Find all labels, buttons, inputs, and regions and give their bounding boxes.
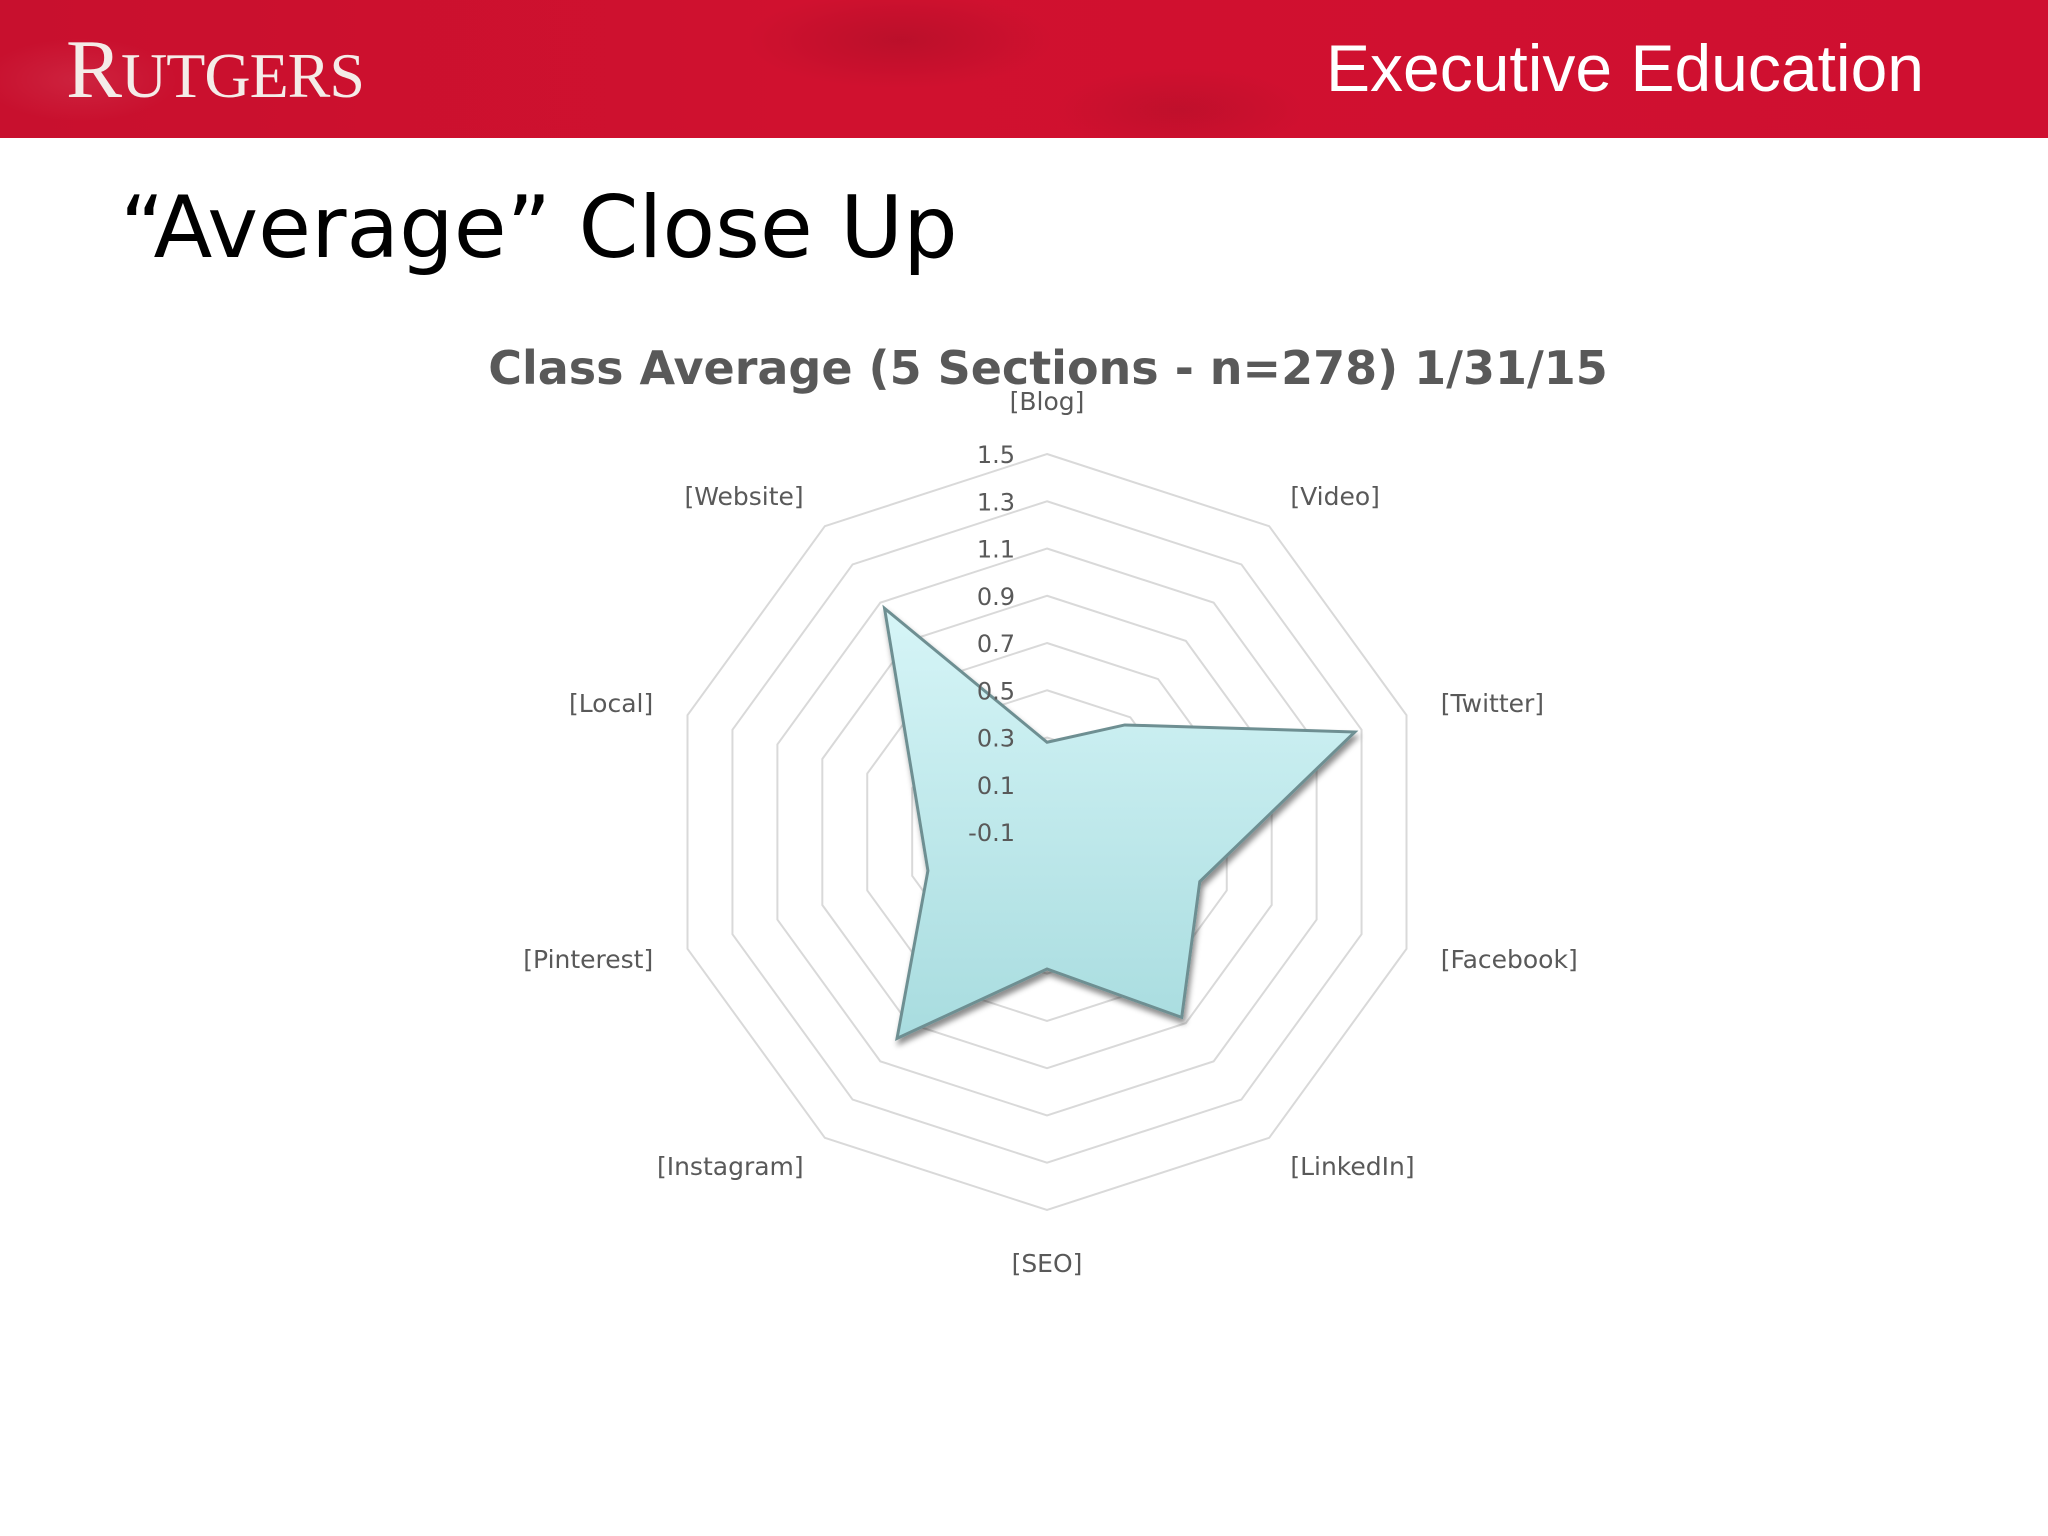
radar-series	[882, 604, 1359, 1041]
header-banner: RUTGERS Executive Education	[0, 0, 2048, 138]
banner-texture	[0, 0, 1300, 138]
category-label-facebook: [Facebook]	[1441, 945, 1578, 974]
tick-label: 1.5	[977, 441, 1015, 469]
category-label-seo: [SEO]	[1012, 1249, 1083, 1278]
chart-title: Class Average (5 Sections - n=278) 1/31/…	[488, 341, 1608, 395]
radar-tick-labels: -0.1 0.1 0.3 0.5 0.7 0.9 1.1 1.3 1.5	[968, 441, 1015, 847]
banner-title: Executive Education	[1325, 31, 1924, 105]
tick-label: 0.1	[977, 772, 1015, 800]
series-area	[882, 604, 1359, 1041]
rutgers-logo: RUTGERS	[66, 23, 365, 116]
grid-ring	[821, 594, 1273, 1070]
tick-label: 1.1	[977, 536, 1015, 564]
category-label-pinterest: [Pinterest]	[523, 945, 653, 974]
tick-label: -0.1	[968, 819, 1015, 847]
category-label-linkedin: [LinkedIn]	[1290, 1152, 1414, 1181]
category-label-instagram: [Instagram]	[657, 1152, 804, 1181]
tick-label: 0.3	[977, 725, 1015, 753]
category-label-website: [Website]	[684, 482, 803, 511]
grid-ring	[731, 500, 1363, 1164]
grid-ring	[776, 547, 1318, 1117]
tick-label: 1.3	[977, 488, 1015, 516]
tick-label: 0.9	[977, 583, 1015, 611]
category-label-blog: [Blog]	[1010, 387, 1085, 416]
category-label-local: [Local]	[569, 689, 653, 718]
tick-label: 0.5	[977, 677, 1015, 705]
tick-label: 0.7	[977, 630, 1015, 658]
category-label-twitter: [Twitter]	[1441, 689, 1544, 718]
radar-category-labels: [Blog] [Video] [Twitter] [Facebook] [LinkedI…	[523, 387, 1577, 1278]
slide-title: “Average” Close Up	[120, 178, 958, 278]
grid-ring	[686, 452, 1408, 1212]
category-label-video: [Video]	[1290, 482, 1380, 511]
